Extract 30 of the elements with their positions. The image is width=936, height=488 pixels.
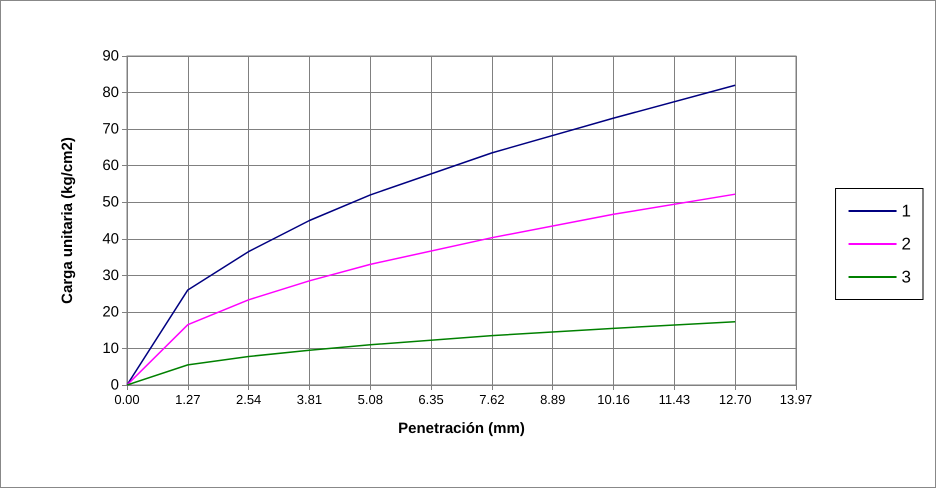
x-tick-label: 13.97 — [780, 392, 812, 407]
y-tick-label: 80 — [102, 84, 119, 102]
line-series — [126, 321, 736, 386]
line-series — [126, 193, 736, 386]
legend-label: 3 — [902, 268, 912, 286]
x-tick-label: 12.70 — [718, 392, 752, 407]
x-tick-label: 2.54 — [236, 392, 262, 407]
y-tick-label: 90 — [102, 48, 119, 64]
x-tick-label: 0.00 — [114, 392, 140, 407]
legend-label: 1 — [902, 202, 912, 220]
x-tick-label: 11.43 — [658, 392, 690, 407]
y-tick-label: 60 — [102, 157, 119, 174]
y-tick-label: 40 — [102, 230, 119, 248]
y-tick-label: 50 — [102, 194, 119, 211]
x-tick-label: 5.08 — [358, 392, 383, 407]
y-tick-label: 20 — [102, 303, 119, 320]
x-tick-label: 3.81 — [296, 392, 322, 407]
x-tick-label: 10.16 — [597, 392, 630, 407]
x-tick-label: 8.89 — [540, 392, 566, 407]
y-axis-title: Carga unitaria (kg/cm2) — [59, 137, 76, 304]
y-tick-label: 10 — [102, 340, 119, 357]
x-tick-label: 7.62 — [479, 392, 505, 407]
line-series — [126, 84, 736, 386]
y-tick-label: 70 — [102, 120, 119, 138]
y-tick-label: 0 — [110, 376, 119, 394]
x-axis-title: Penetración (mm) — [398, 420, 525, 437]
legend-label: 2 — [902, 234, 912, 254]
y-tick-label: 30 — [102, 266, 119, 284]
x-tick-label: 6.35 — [418, 392, 444, 407]
x-tick-label: 1.27 — [175, 392, 200, 407]
